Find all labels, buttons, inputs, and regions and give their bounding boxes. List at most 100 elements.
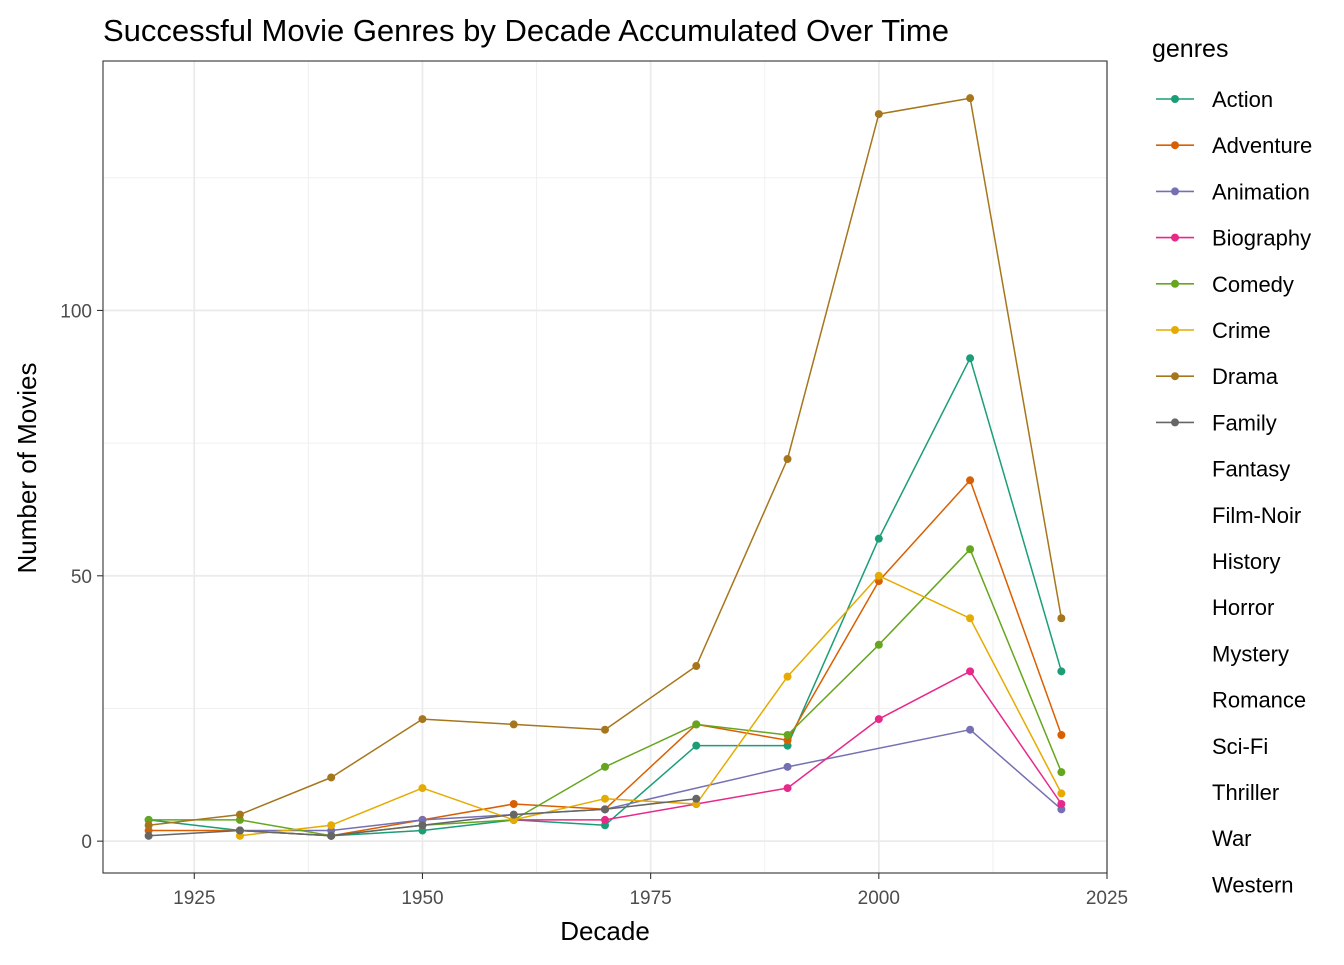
- x-tick-label: 1925: [173, 888, 215, 909]
- series-crime: [235, 571, 1066, 840]
- biography-point: [874, 715, 883, 724]
- series-family: [144, 794, 701, 840]
- y-tick-label: 50: [71, 567, 92, 588]
- comedy-line: [148, 548, 1063, 837]
- legend-label: Horror: [1212, 595, 1274, 620]
- crime-point: [966, 614, 975, 623]
- legend-key-point: [1171, 95, 1179, 103]
- adventure-point: [966, 476, 975, 485]
- x-tick-label: 1950: [401, 888, 443, 909]
- legend-label: Drama: [1212, 364, 1279, 389]
- crime-line: [239, 575, 1063, 837]
- series-drama: [144, 94, 1066, 830]
- family-point: [692, 794, 701, 803]
- biography-point: [966, 667, 975, 676]
- legend-item-thriller: Thriller: [1212, 780, 1279, 805]
- legend-item-action: Action: [1156, 87, 1273, 112]
- family-point: [327, 831, 336, 840]
- legend-label: Biography: [1212, 226, 1311, 251]
- drama-point: [327, 773, 336, 782]
- legend-item-western: Western: [1212, 872, 1294, 897]
- series-adventure: [144, 476, 1066, 840]
- comedy-point: [966, 545, 975, 554]
- action-point: [1057, 667, 1066, 676]
- animation-point: [783, 762, 792, 771]
- x-tick-label: 2000: [858, 888, 900, 909]
- legend-label: Comedy: [1212, 272, 1294, 297]
- legend-key-point: [1171, 372, 1179, 381]
- animation-point: [966, 725, 975, 734]
- biography-point: [1057, 800, 1066, 809]
- legend: Action Adventure Animation Biography Comedy C…: [1156, 87, 1312, 897]
- legend-item-film-noir: Film-Noir: [1212, 503, 1301, 528]
- drama-point: [235, 810, 244, 819]
- legend-key-point: [1171, 187, 1179, 196]
- adventure-line: [148, 479, 1063, 837]
- legend-item-mystery: Mystery: [1212, 641, 1289, 666]
- legend-item-horror: Horror: [1212, 595, 1274, 620]
- legend-item-sci-fi: Sci-Fi: [1212, 734, 1268, 759]
- family-point: [601, 805, 609, 814]
- y-tick-label: 0: [81, 832, 92, 853]
- legend-key-point: [1171, 233, 1179, 242]
- legend-label: Mystery: [1212, 641, 1289, 666]
- x-tick-label: 1975: [629, 888, 671, 909]
- legend-item-fantasy: Fantasy: [1212, 457, 1290, 482]
- drama-point: [783, 455, 792, 464]
- adventure-point: [509, 800, 518, 809]
- drama-point: [418, 715, 427, 724]
- legend-item-crime: Crime: [1156, 318, 1271, 343]
- y-axis-title: Number of Movies: [12, 363, 42, 574]
- series-comedy: [144, 545, 1066, 840]
- legend-title: genres: [1152, 35, 1228, 63]
- biography-point: [783, 784, 792, 793]
- plot-panel-border: [102, 60, 1108, 874]
- legend-label: Film-Noir: [1212, 503, 1301, 528]
- drama-line: [148, 97, 1063, 826]
- comedy-point: [601, 762, 609, 771]
- comedy-point: [783, 731, 792, 740]
- legend-key-point: [1171, 141, 1179, 150]
- series-layer: [144, 94, 1066, 840]
- drama-point: [144, 821, 153, 830]
- crime-point: [1057, 789, 1066, 798]
- crime-point: [874, 571, 883, 580]
- grid: [103, 61, 1108, 873]
- drama-point: [509, 720, 518, 729]
- legend-label: Animation: [1212, 179, 1310, 204]
- action-point: [874, 534, 883, 543]
- action-point: [692, 741, 701, 750]
- legend-key-point: [1171, 279, 1179, 288]
- x-axis-title: Decade: [560, 916, 650, 946]
- drama-point: [1057, 614, 1066, 623]
- legend-label: Thriller: [1212, 780, 1279, 805]
- biography-point: [601, 815, 609, 824]
- comedy-point: [1057, 768, 1066, 777]
- action-point: [966, 354, 975, 363]
- legend-label: Action: [1212, 87, 1273, 112]
- legend-item-comedy: Comedy: [1156, 272, 1294, 297]
- axis-ticks: 1925 1950 1975 2000 2025 0 50 100: [60, 301, 1128, 909]
- family-point: [418, 821, 427, 830]
- family-point: [509, 810, 518, 819]
- drama-point: [966, 94, 975, 103]
- family-point: [235, 826, 244, 835]
- legend-item-adventure: Adventure: [1156, 133, 1312, 158]
- legend-item-drama: Drama: [1156, 364, 1279, 389]
- legend-label: Sci-Fi: [1212, 734, 1268, 759]
- drama-point: [601, 725, 609, 734]
- legend-label: Romance: [1212, 688, 1306, 713]
- legend-item-romance: Romance: [1212, 688, 1306, 713]
- legend-key-point: [1171, 418, 1179, 427]
- legend-item-war: War: [1212, 826, 1252, 851]
- legend-label: Western: [1212, 872, 1294, 897]
- legend-item-animation: Animation: [1156, 179, 1310, 204]
- x-tick-label: 2025: [1086, 888, 1128, 909]
- family-point: [144, 831, 153, 840]
- crime-point: [327, 821, 336, 830]
- drama-point: [692, 662, 701, 671]
- y-tick-label: 100: [60, 301, 92, 322]
- drama-point: [874, 110, 883, 119]
